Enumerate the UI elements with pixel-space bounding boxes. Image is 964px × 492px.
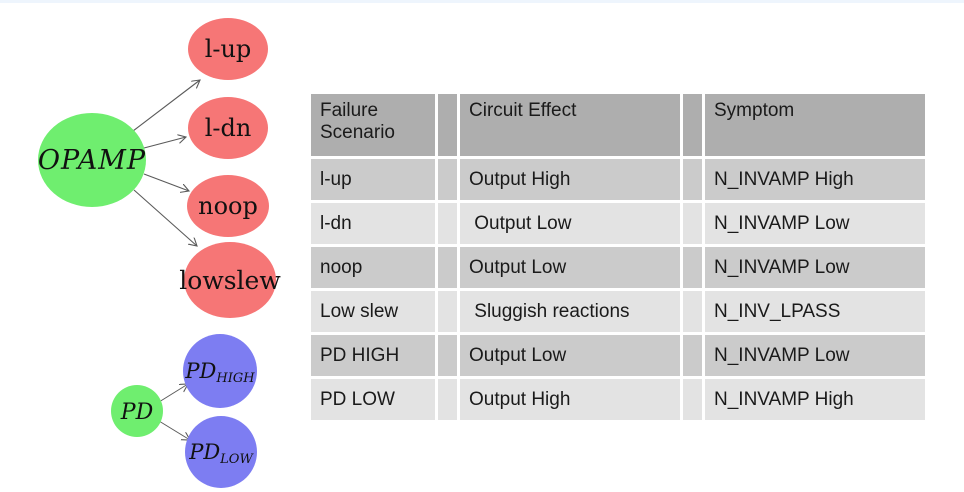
cell-spacer: [683, 335, 702, 376]
cell-scenario: Low slew: [311, 291, 435, 332]
fault-tree-diagram: OPAMP l-up l-dn noop lowslew PD PDHIGH P…: [38, 18, 281, 488]
node-lowslew-label: lowslew: [179, 266, 281, 295]
cell-effect: Sluggish reactions: [460, 291, 680, 332]
cell-symptom: N_INVAMP Low: [705, 203, 925, 244]
cell-scenario: l-up: [311, 159, 435, 200]
cell-spacer: [438, 291, 457, 332]
cell-scenario: noop: [311, 247, 435, 288]
header-circuit-effect: Circuit Effect: [460, 94, 680, 156]
node-opamp: [38, 113, 146, 207]
cell-spacer: [438, 159, 457, 200]
node-pd-low-sub: LOW: [219, 452, 254, 467]
header-spacer-2: [683, 94, 702, 156]
node-l-up-label: l-up: [205, 35, 252, 63]
cell-spacer: [438, 335, 457, 376]
edge-opamp-noop: [143, 173, 189, 191]
node-pd-label: PD: [120, 400, 154, 425]
cell-scenario: PD LOW: [311, 379, 435, 420]
node-noop: [187, 175, 269, 237]
cell-spacer: [683, 379, 702, 420]
cell-spacer: [438, 379, 457, 420]
node-pd-low: [185, 416, 257, 488]
cell-symptom: N_INVAMP High: [705, 159, 925, 200]
cell-spacer: [683, 247, 702, 288]
node-pd-high-base: PD: [184, 359, 216, 383]
pd-tree: PD PDHIGH PDLOW: [111, 334, 257, 488]
node-noop-label: noop: [198, 192, 258, 220]
node-l-dn: [188, 97, 268, 159]
node-pd: [111, 385, 163, 437]
cell-spacer: [438, 247, 457, 288]
cell-symptom: N_INVAMP Low: [705, 247, 925, 288]
cell-effect: Output Low: [460, 247, 680, 288]
node-l-dn-label: l-dn: [205, 114, 252, 142]
node-pd-high: [183, 334, 257, 408]
cell-symptom: N_INV_LPASS: [705, 291, 925, 332]
node-l-up: [188, 18, 268, 80]
edge-opamp-ldn: [143, 137, 186, 149]
opamp-tree: OPAMP l-up l-dn noop lowslew: [38, 18, 281, 318]
cell-spacer: [683, 159, 702, 200]
window-top-edge: [0, 0, 964, 3]
node-pd-low-base: PD: [188, 440, 220, 464]
edge-pd-pdhigh: [158, 384, 188, 403]
cell-symptom: N_INVAMP High: [705, 379, 925, 420]
cell-scenario: l-dn: [311, 203, 435, 244]
edge-pd-pdlow: [158, 420, 190, 440]
cell-symptom: N_INVAMP Low: [705, 335, 925, 376]
cell-effect: Output High: [460, 159, 680, 200]
cell-scenario: PD HIGH: [311, 335, 435, 376]
cell-spacer: [683, 291, 702, 332]
cell-effect: Output High: [460, 379, 680, 420]
node-opamp-label: OPAMP: [38, 145, 146, 176]
node-lowslew: [184, 242, 276, 318]
header-symptom: Symptom: [705, 94, 925, 156]
node-pd-high-sub: HIGH: [215, 371, 255, 386]
cell-effect: Output Low: [460, 203, 680, 244]
failure-scenario-table: Failure Scenario Circuit Effect Symptom …: [311, 94, 925, 420]
edge-opamp-lowslew: [133, 189, 197, 246]
cell-spacer: [683, 203, 702, 244]
cell-effect: Output Low: [460, 335, 680, 376]
node-pd-low-label: PDLOW: [188, 440, 254, 467]
header-spacer-1: [438, 94, 457, 156]
cell-spacer: [438, 203, 457, 244]
edge-opamp-lup: [132, 80, 200, 132]
node-pd-high-label: PDHIGH: [184, 359, 255, 386]
header-failure-scenario: Failure Scenario: [311, 94, 435, 156]
